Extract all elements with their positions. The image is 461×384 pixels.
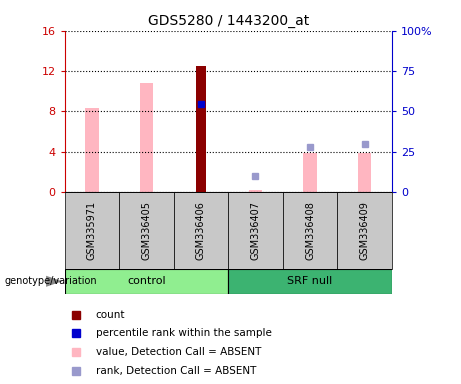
Bar xyxy=(174,192,228,269)
Bar xyxy=(303,153,317,192)
Text: rank, Detection Call = ABSENT: rank, Detection Call = ABSENT xyxy=(95,366,256,376)
Text: GSM336408: GSM336408 xyxy=(305,201,315,260)
Bar xyxy=(283,192,337,269)
Text: value, Detection Call = ABSENT: value, Detection Call = ABSENT xyxy=(95,347,261,357)
Text: GSM336405: GSM336405 xyxy=(142,201,151,260)
Text: GSM336406: GSM336406 xyxy=(196,201,206,260)
Bar xyxy=(337,192,392,269)
Text: control: control xyxy=(127,276,165,286)
Bar xyxy=(228,192,283,269)
Bar xyxy=(228,269,392,294)
Bar xyxy=(85,108,99,192)
Bar xyxy=(119,192,174,269)
Bar xyxy=(140,83,153,192)
Bar xyxy=(65,192,119,269)
Text: count: count xyxy=(95,310,125,319)
Text: SRF null: SRF null xyxy=(287,276,333,286)
Polygon shape xyxy=(46,276,62,287)
Text: GSM336407: GSM336407 xyxy=(250,201,260,260)
Bar xyxy=(358,153,372,192)
Text: percentile rank within the sample: percentile rank within the sample xyxy=(95,328,272,338)
Title: GDS5280 / 1443200_at: GDS5280 / 1443200_at xyxy=(148,14,309,28)
Text: GSM335971: GSM335971 xyxy=(87,201,97,260)
Text: genotype/variation: genotype/variation xyxy=(5,276,97,286)
Bar xyxy=(65,269,228,294)
Bar xyxy=(196,66,206,192)
Text: GSM336409: GSM336409 xyxy=(360,201,370,260)
Bar xyxy=(248,190,262,192)
